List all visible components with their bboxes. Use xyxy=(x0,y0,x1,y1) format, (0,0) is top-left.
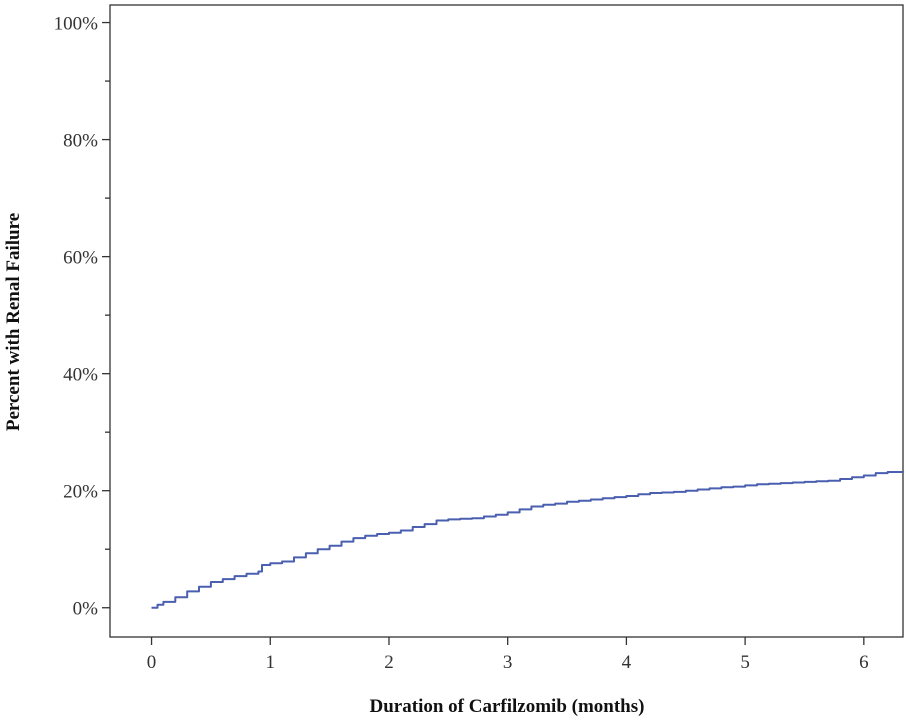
series-line xyxy=(151,471,904,609)
y-tick-label: 60% xyxy=(63,248,98,269)
x-tick-label: 4 xyxy=(622,652,632,673)
x-tick-label: 2 xyxy=(384,652,394,673)
x-axis-title: Duration of Carfilzomib (months) xyxy=(370,696,645,717)
y-tick-label: 0% xyxy=(73,599,99,620)
y-axis-title: Percent with Renal Failure xyxy=(3,213,24,431)
x-tick-label: 6 xyxy=(859,652,869,673)
y-tick-label: 80% xyxy=(63,131,98,152)
x-tick-label: 1 xyxy=(266,652,276,673)
x-tick-label: 5 xyxy=(740,652,750,673)
x-tick-label: 0 xyxy=(147,652,157,673)
y-tick-label: 20% xyxy=(63,482,98,503)
plot-frame xyxy=(109,4,904,638)
y-tick-label: 100% xyxy=(54,14,99,35)
y-tick-label: 40% xyxy=(63,365,98,386)
x-tick-label: 3 xyxy=(503,652,513,673)
